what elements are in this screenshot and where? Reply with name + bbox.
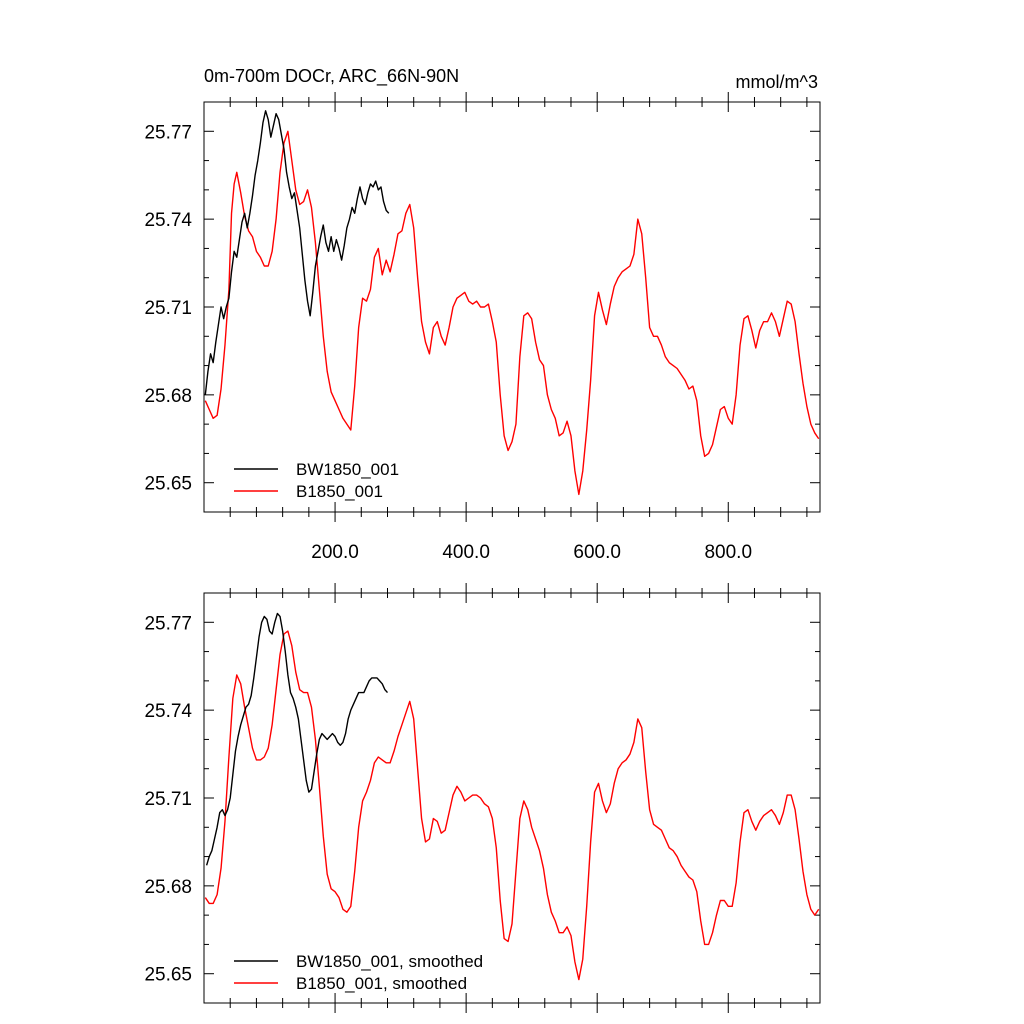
y-tick-label: 25.74	[144, 701, 192, 722]
bottom-panel: 25.65 25.68 25.71 25.74 25.77 BW1850_001, sm…	[144, 583, 821, 1013]
series-line-bw1850-001	[204, 110, 390, 395]
x-tick-label: 800.0	[704, 542, 752, 563]
top-panel: 0m-700m DOCr, ARC_66N-90N mmol/m^3 25.65…	[144, 66, 821, 563]
plot-frame	[203, 592, 821, 1004]
x-axis: 200.0 400.0 600.0 800.0	[229, 92, 808, 563]
series-group	[204, 110, 820, 496]
x-tick-label: 400.0	[442, 542, 490, 563]
y-tick-label: 25.71	[144, 298, 192, 319]
y-tick-label: 25.65	[144, 474, 192, 495]
legend: BW1850_001 B1850_001	[234, 460, 399, 501]
legend-label-bw1850-smoothed: BW1850_001, smoothed	[296, 952, 483, 971]
y-axis: 25.65 25.68 25.71 25.74 25.77	[144, 592, 820, 1004]
y-tick-label: 25.71	[144, 789, 192, 810]
y-tick-label: 25.68	[144, 877, 192, 898]
title-left: 0m-700m DOCr, ARC_66N-90N	[204, 66, 459, 87]
x-axis	[229, 583, 808, 1013]
y-tick-label: 25.65	[144, 965, 192, 986]
legend-label-b1850: B1850_001	[296, 482, 383, 501]
x-tick-label: 200.0	[311, 542, 359, 563]
plot-frame	[203, 101, 821, 513]
y-tick-label: 25.77	[144, 122, 192, 143]
legend-label-bw1850: BW1850_001	[296, 460, 399, 479]
series-group	[204, 612, 820, 981]
legend-label-b1850-smoothed: B1850_001, smoothed	[296, 974, 467, 993]
y-axis: 25.65 25.68 25.71 25.74 25.77	[144, 101, 820, 513]
y-tick-label: 25.77	[144, 613, 192, 634]
title-right: mmol/m^3	[736, 72, 818, 92]
y-tick-label: 25.68	[144, 386, 192, 407]
legend: BW1850_001, smoothed B1850_001, smoothed	[234, 952, 483, 993]
series-line-b1850-001	[204, 130, 820, 496]
x-tick-label: 600.0	[573, 542, 621, 563]
series-line-bw1850-001-smoothed	[205, 612, 389, 866]
y-tick-label: 25.74	[144, 210, 192, 231]
series-line-b1850-001-smoothed	[204, 630, 820, 981]
